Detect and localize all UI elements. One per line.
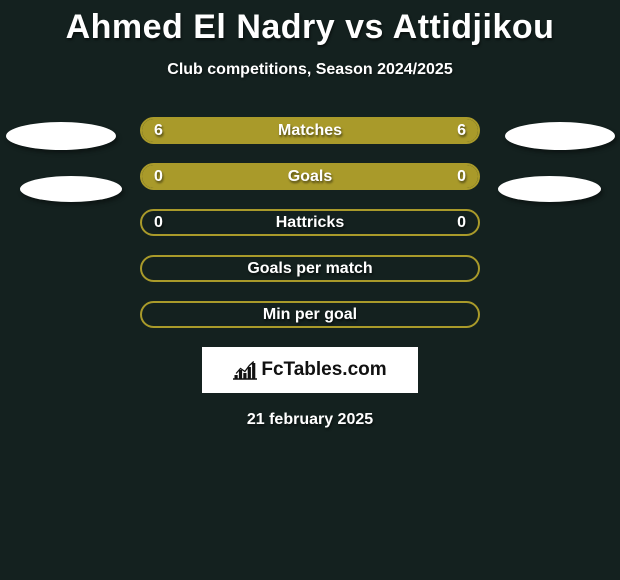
- date-label: 21 february 2025: [0, 411, 620, 429]
- stat-bar-track: 00Hattricks: [140, 209, 480, 236]
- stat-row: Min per goal: [0, 291, 620, 337]
- stat-label: Min per goal: [142, 303, 478, 326]
- stat-bar-track: Goals per match: [140, 255, 480, 282]
- stat-bar-track: Min per goal: [140, 301, 480, 328]
- page-title: Ahmed El Nadry vs Attidjikou: [0, 0, 620, 47]
- stat-label: Matches: [142, 119, 478, 142]
- fctables-logo: FcTables.com: [202, 347, 418, 393]
- stat-bar-track: 66Matches: [140, 117, 480, 144]
- player-marker-ellipse: [505, 122, 615, 150]
- player-marker-ellipse: [20, 176, 122, 202]
- stat-label: Hattricks: [142, 211, 478, 234]
- logo-icon: [233, 360, 257, 380]
- player-marker-ellipse: [498, 176, 601, 202]
- stat-row: Goals per match: [0, 245, 620, 291]
- stat-label: Goals: [142, 165, 478, 188]
- player-marker-ellipse: [6, 122, 116, 150]
- stat-bar-track: 00Goals: [140, 163, 480, 190]
- stat-row: 00Hattricks: [0, 199, 620, 245]
- page-subtitle: Club competitions, Season 2024/2025: [0, 61, 620, 79]
- logo-text: FcTables.com: [261, 359, 386, 381]
- stat-label: Goals per match: [142, 257, 478, 280]
